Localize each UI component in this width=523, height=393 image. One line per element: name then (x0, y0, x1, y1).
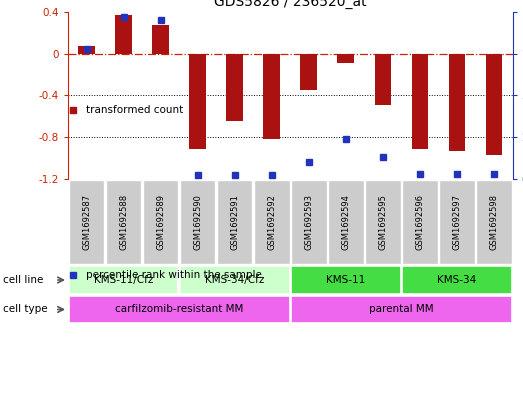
Title: GDS5826 / 236520_at: GDS5826 / 236520_at (214, 0, 367, 9)
Text: KMS-34/Cfz: KMS-34/Cfz (205, 275, 265, 285)
Text: GSM1692593: GSM1692593 (304, 194, 313, 250)
FancyBboxPatch shape (180, 180, 215, 264)
Text: GSM1692590: GSM1692590 (193, 194, 202, 250)
FancyBboxPatch shape (291, 180, 326, 264)
FancyBboxPatch shape (69, 180, 104, 264)
Bar (152, 26, 169, 53)
FancyBboxPatch shape (106, 180, 141, 264)
FancyBboxPatch shape (402, 180, 438, 264)
Text: GSM1692587: GSM1692587 (82, 194, 91, 250)
FancyBboxPatch shape (180, 266, 290, 294)
FancyBboxPatch shape (69, 296, 290, 323)
Bar (115, 15, 132, 53)
Bar (337, 53, 354, 63)
Text: KMS-34: KMS-34 (437, 275, 476, 285)
Text: GSM1692595: GSM1692595 (378, 194, 388, 250)
Bar (189, 53, 206, 149)
Text: GSM1692598: GSM1692598 (490, 194, 498, 250)
Text: percentile rank within the sample: percentile rank within the sample (86, 270, 262, 280)
Text: cell line: cell line (3, 275, 43, 285)
Text: cell type: cell type (3, 305, 47, 314)
Bar (226, 53, 243, 121)
FancyBboxPatch shape (476, 180, 512, 264)
Bar (412, 53, 428, 149)
Text: GSM1692596: GSM1692596 (415, 194, 425, 250)
Text: KMS-11: KMS-11 (326, 275, 366, 285)
FancyBboxPatch shape (217, 180, 253, 264)
Bar (78, 46, 95, 53)
FancyBboxPatch shape (291, 296, 512, 323)
Text: GSM1692589: GSM1692589 (156, 194, 165, 250)
FancyBboxPatch shape (365, 180, 401, 264)
Text: GSM1692594: GSM1692594 (342, 194, 350, 250)
FancyBboxPatch shape (254, 180, 290, 264)
FancyBboxPatch shape (439, 180, 475, 264)
Bar (300, 53, 317, 90)
Text: KMS-11/Cfz: KMS-11/Cfz (94, 275, 153, 285)
FancyBboxPatch shape (69, 266, 178, 294)
Text: carfilzomib-resistant MM: carfilzomib-resistant MM (115, 305, 243, 314)
Bar (449, 53, 465, 151)
Text: GSM1692591: GSM1692591 (230, 194, 239, 250)
Text: GSM1692592: GSM1692592 (267, 194, 276, 250)
Text: GSM1692597: GSM1692597 (452, 194, 461, 250)
Bar (374, 53, 391, 105)
FancyBboxPatch shape (291, 266, 401, 294)
Text: parental MM: parental MM (369, 305, 434, 314)
Text: transformed count: transformed count (86, 105, 184, 115)
Bar (486, 53, 503, 155)
Bar (264, 53, 280, 139)
FancyBboxPatch shape (402, 266, 512, 294)
Text: GSM1692588: GSM1692588 (119, 194, 128, 250)
FancyBboxPatch shape (143, 180, 178, 264)
FancyBboxPatch shape (328, 180, 363, 264)
